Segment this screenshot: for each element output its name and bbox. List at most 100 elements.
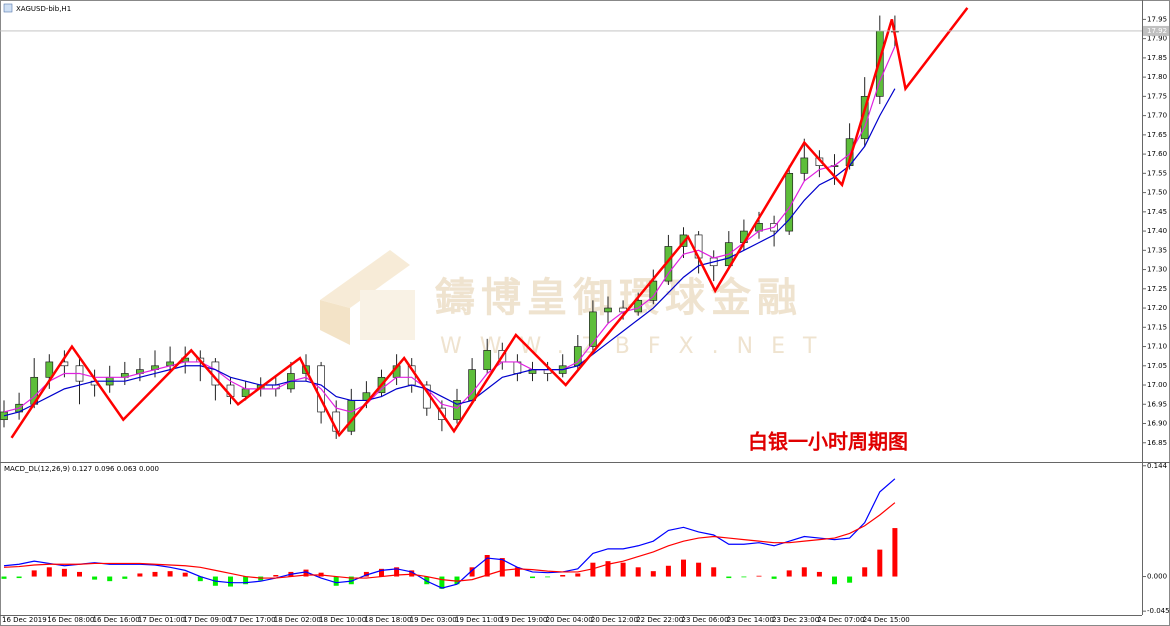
- zigzag: [10, 7, 969, 439]
- histogram-bar: [514, 567, 520, 577]
- x-tick-label: 23 Dec 14:00: [727, 616, 774, 624]
- x-tick-label: 18 Dec 02:00: [274, 616, 321, 624]
- y-tick-label: 17.30: [1147, 266, 1167, 274]
- annotation: 白银一小时周期图: [748, 430, 908, 454]
- x-tick-label: 19 Dec 03:00: [410, 616, 457, 624]
- candle-body: [800, 157, 809, 174]
- histogram-bar: [681, 559, 686, 577]
- y-tick-label: 17.70: [1147, 112, 1167, 120]
- y-tick-label: 17.00: [1147, 381, 1167, 389]
- histogram-bar: [243, 576, 249, 585]
- y-tick-label: 17.75: [1147, 92, 1167, 100]
- histogram-bar: [590, 562, 596, 577]
- x-tick-label: 17 Dec 01:00: [138, 616, 185, 624]
- x-tick-label: 20 Dec 12:00: [591, 616, 638, 624]
- y-tick-label: 17.20: [1147, 304, 1167, 312]
- y-tick-label: 17.45: [1147, 208, 1167, 216]
- y-tick-label: 17.50: [1147, 189, 1167, 197]
- x-tick-label: 17 Dec 17:00: [229, 616, 276, 624]
- histogram-bar: [469, 567, 475, 577]
- candle-body: [589, 311, 597, 347]
- histogram-bar: [303, 569, 309, 577]
- x-tick-label: 16 Dec 16:00: [93, 616, 140, 624]
- x-tick-label: 19 Dec 19:00: [500, 616, 547, 624]
- y-tick-label: 0.144: [1147, 462, 1168, 470]
- histogram-bar: [499, 558, 505, 577]
- y-tick-label: 16.95: [1147, 400, 1167, 408]
- y-tick-label: 17.10: [1147, 343, 1167, 351]
- histogram-bar: [635, 567, 641, 577]
- y-tick-label: 17.05: [1147, 362, 1167, 370]
- histogram-bar: [348, 576, 354, 585]
- histogram-bar: [122, 576, 128, 579]
- x-tick-label: 23 Dec 06:00: [682, 616, 729, 624]
- moving-average: [3, 88, 896, 417]
- y-tick-label: 17.95: [1147, 15, 1167, 23]
- y-tick-label: 17.15: [1147, 323, 1167, 331]
- histogram-bar: [832, 576, 837, 585]
- price-label: 17.92: [1147, 27, 1167, 35]
- histogram-bar: [605, 561, 611, 577]
- histogram-bar: [273, 575, 279, 577]
- y-tick-label: 17.35: [1147, 246, 1167, 254]
- histogram-bar: [394, 567, 400, 577]
- histogram-bar: [333, 576, 339, 586]
- y-tick-label: 17.65: [1147, 131, 1167, 139]
- histogram-bar: [152, 571, 158, 577]
- candle-body: [45, 361, 54, 378]
- histogram-bar: [862, 567, 868, 577]
- histogram-bar: [560, 575, 566, 577]
- histogram-bar: [650, 571, 656, 577]
- x-tick-label: 19 Dec 11:00: [455, 616, 502, 624]
- histogram-bar: [484, 555, 490, 577]
- histogram-bar: [107, 576, 113, 582]
- y-tick-label: 16.85: [1147, 439, 1167, 447]
- histogram-bar: [197, 576, 203, 582]
- histogram-bar: [711, 567, 717, 577]
- x-tick-label: 18 Dec 18:00: [364, 616, 411, 624]
- y-tick-label: 17.25: [1147, 285, 1167, 293]
- histogram-bar: [16, 576, 22, 579]
- y-tick-label: -0.045: [1147, 607, 1170, 615]
- symbol: XAGUSD-bib,H1: [16, 5, 71, 13]
- x-tick-label: 24 Dec 15:00: [863, 616, 910, 624]
- candle-body: [649, 280, 658, 301]
- histogram-bar: [409, 570, 415, 577]
- candle-body: [347, 400, 356, 432]
- histogram-bar: [182, 572, 188, 577]
- y-tick-label: 17.85: [1147, 54, 1167, 62]
- histogram-bar: [756, 575, 762, 577]
- x-tick-label: 24 Dec 07:00: [817, 616, 864, 624]
- histogram-bar: [61, 568, 67, 577]
- histogram-bar: [31, 570, 37, 577]
- histogram-bar: [454, 576, 460, 585]
- x-tick-label: 23 Dec 23:00: [772, 616, 819, 624]
- histogram-bar: [1, 576, 7, 579]
- histogram-bar: [620, 562, 626, 577]
- x-tick-label: 16 Dec 2019: [2, 616, 47, 624]
- histogram-bar: [726, 576, 732, 579]
- symbol-icon: [3, 3, 13, 13]
- histogram-bar: [92, 576, 98, 580]
- x-tick-label: 18 Dec 10:00: [319, 616, 366, 624]
- histogram-bar: [575, 573, 581, 577]
- histogram-bar: [530, 576, 535, 579]
- watermark-logo: [320, 250, 415, 345]
- x-tick-label: 22 Dec 22:00: [636, 616, 683, 624]
- macd-title: MACD_DL(12,26,9) 0.127 0.096 0.063 0.000: [4, 465, 159, 473]
- histogram-bar: [439, 576, 445, 589]
- x-tick-label: 17 Dec 09:00: [183, 616, 230, 624]
- y-tick-label: 17.55: [1147, 169, 1167, 177]
- y-tick-label: 17.90: [1147, 35, 1167, 43]
- candle-body: [453, 400, 461, 421]
- macd-line: [3, 478, 896, 589]
- histogram-bar: [816, 571, 822, 577]
- histogram-bar: [847, 576, 853, 583]
- histogram-bar: [892, 528, 898, 577]
- candle-body: [483, 350, 492, 370]
- y-tick-label: 16.90: [1147, 420, 1167, 428]
- macd-line: [3, 502, 896, 582]
- histogram-bar: [665, 565, 671, 577]
